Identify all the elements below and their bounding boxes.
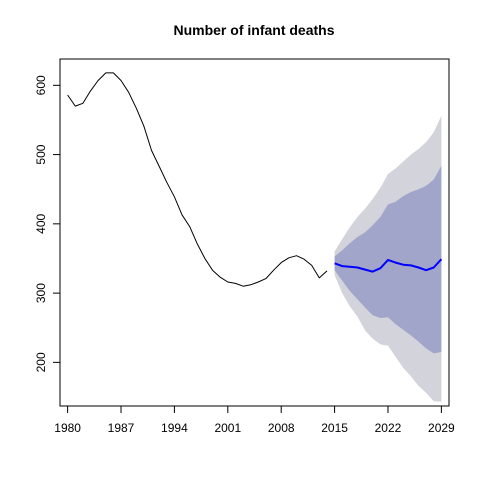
x-tick-label: 2022 bbox=[375, 421, 402, 435]
x-tick-label: 1994 bbox=[161, 421, 188, 435]
x-tick-label: 2001 bbox=[214, 421, 241, 435]
history-line bbox=[67, 72, 328, 287]
x-tick-label: 1980 bbox=[54, 421, 81, 435]
confidence-bands bbox=[334, 115, 442, 402]
x-tick-label: 1987 bbox=[108, 421, 135, 435]
forecast-line bbox=[334, 258, 443, 273]
y-tick-label: 600 bbox=[34, 75, 48, 95]
y-tick-label: 300 bbox=[34, 283, 48, 303]
series-lines bbox=[67, 72, 443, 287]
y-tick-label: 200 bbox=[34, 352, 48, 372]
y-tick-label: 400 bbox=[34, 214, 48, 234]
chart-title: Number of infant deaths bbox=[173, 22, 334, 38]
x-tick-label: 2029 bbox=[428, 421, 455, 435]
y-tick-label: 500 bbox=[34, 144, 48, 164]
x-axis: 1980 1987 1994 2001 2008 2015 2022 2029 bbox=[54, 405, 455, 435]
x-tick-label: 2008 bbox=[268, 421, 295, 435]
y-axis: 200 300 400 500 600 bbox=[34, 75, 61, 372]
x-tick-label: 2015 bbox=[321, 421, 348, 435]
